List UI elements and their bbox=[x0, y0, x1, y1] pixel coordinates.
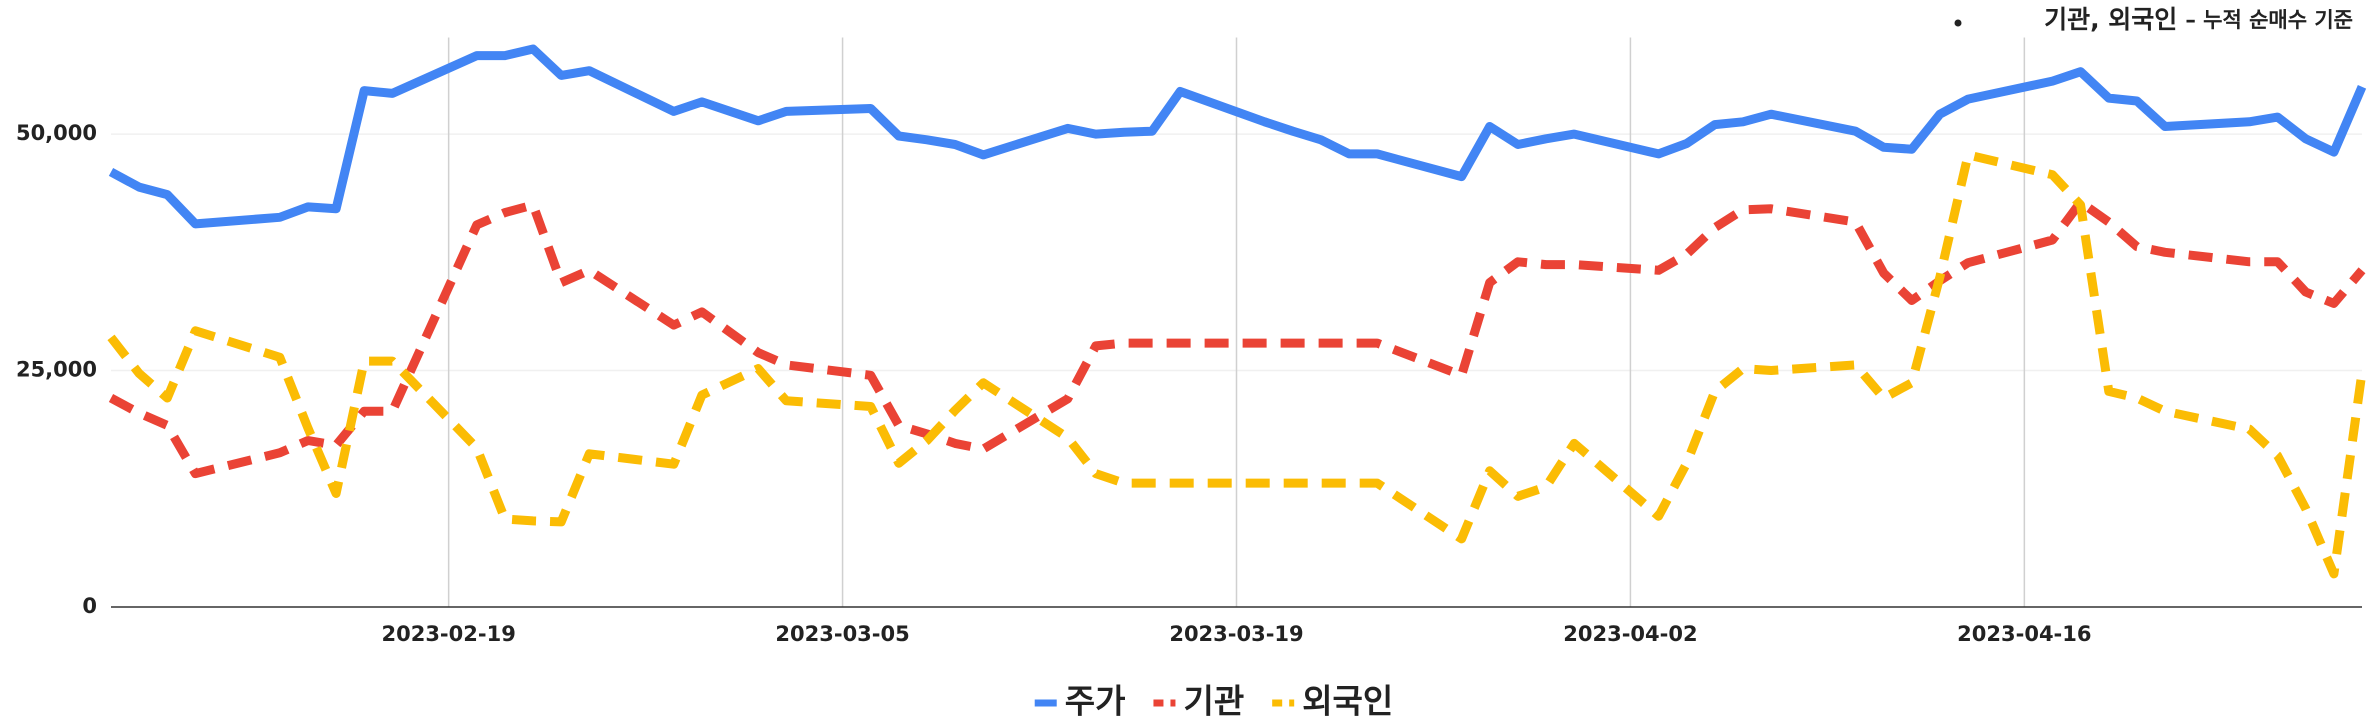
series-line bbox=[108, 197, 2366, 479]
legend-label: 기관 bbox=[1183, 682, 1244, 721]
y-tick-label: 50,000 bbox=[16, 121, 97, 145]
x-tick-label: 2023-04-02 bbox=[1563, 622, 1697, 646]
legend-label: 주가 bbox=[1065, 682, 1126, 721]
x-tick-label: 2023-04-16 bbox=[1957, 622, 2091, 646]
y-tick-label: 25,000 bbox=[16, 358, 97, 382]
x-tick-label: 2023-03-19 bbox=[1169, 622, 1303, 646]
title-bullet bbox=[1954, 19, 1962, 27]
y-tick-label: 0 bbox=[82, 594, 97, 618]
x-tick-label: 2023-02-19 bbox=[381, 622, 515, 646]
legend-label: 외국인 bbox=[1302, 682, 1393, 721]
title-main: 기관, 외국인 bbox=[2044, 5, 2177, 34]
chart-title: 기관, 외국인 – 누적 순매수 기준 bbox=[2044, 5, 2353, 34]
title-sub: – 누적 순매수 기준 bbox=[2185, 8, 2353, 32]
series-line bbox=[108, 44, 2367, 229]
x-tick-label: 2023-03-05 bbox=[775, 622, 909, 646]
legend: 주가 기관 외국인 bbox=[1034, 682, 1393, 721]
